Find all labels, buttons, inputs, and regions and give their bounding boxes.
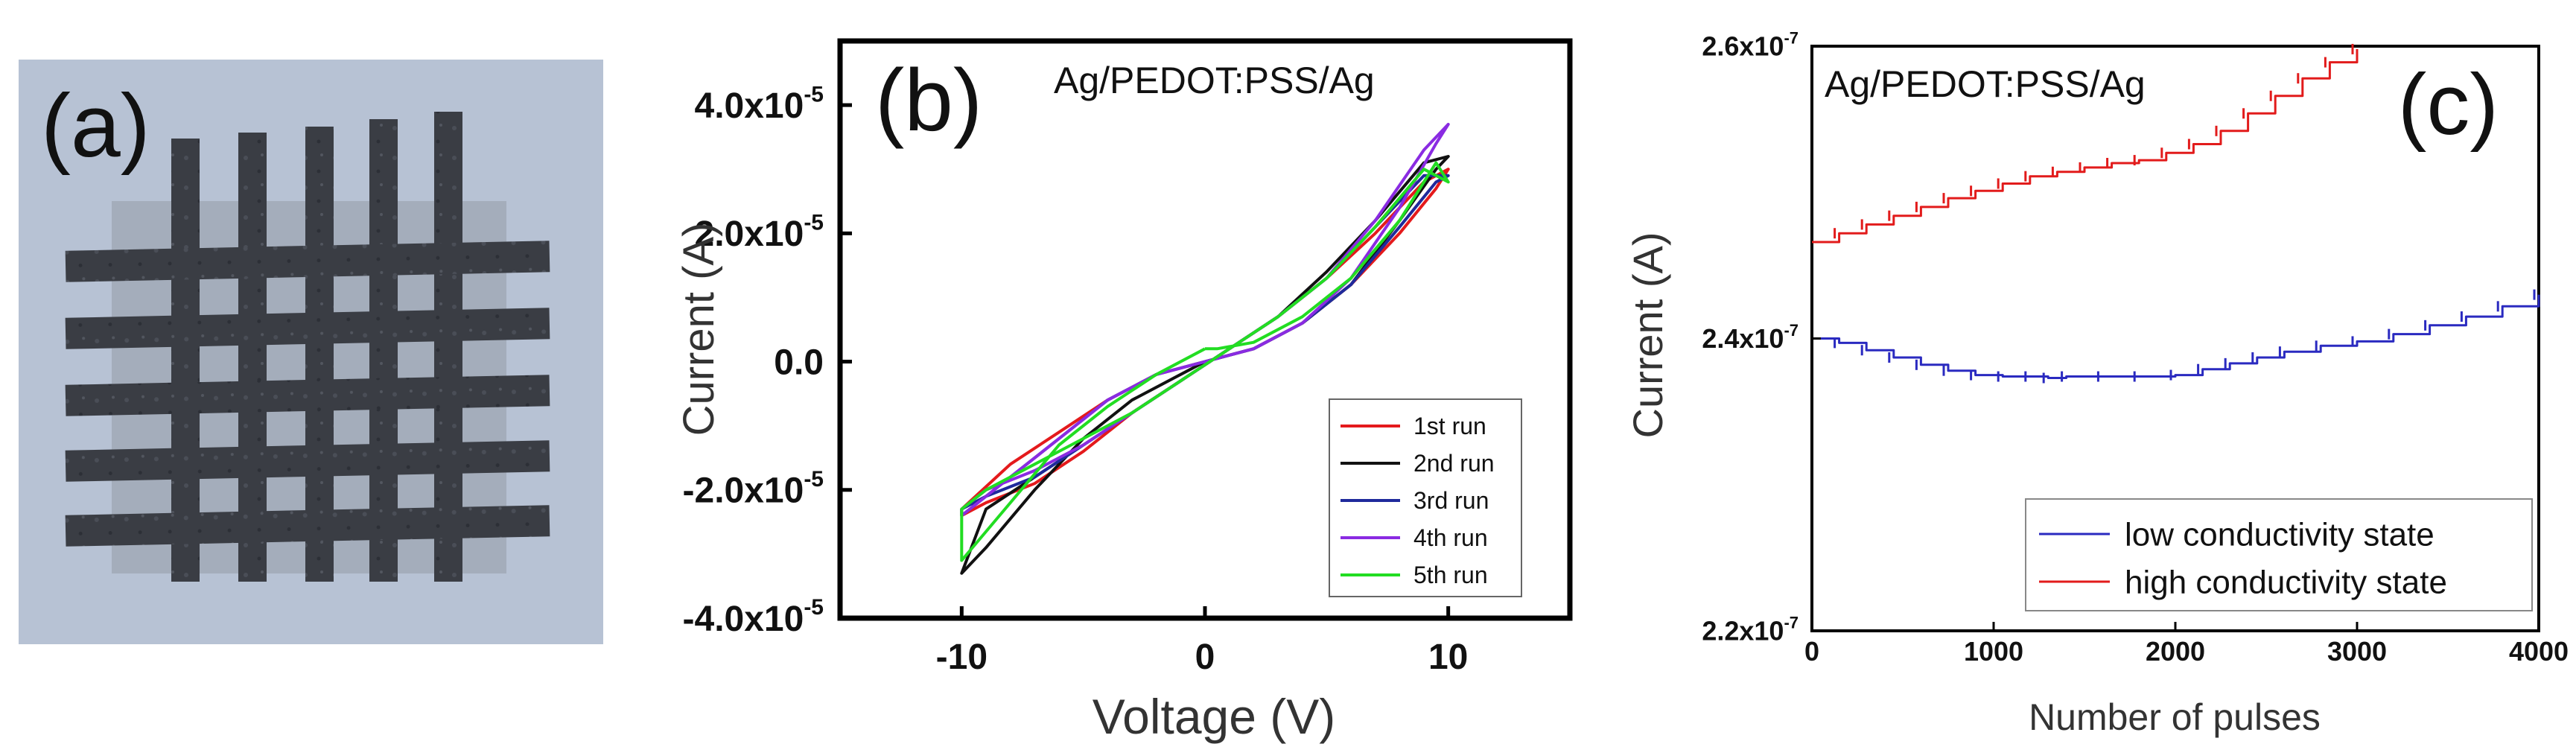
- x-tick-label: 2000: [2146, 636, 2205, 667]
- series-line-1: [1812, 294, 2540, 379]
- y-tick-label: 2.6x10-7: [1702, 28, 1799, 61]
- legend-label: 4th run: [1413, 524, 1488, 551]
- x-tick-label: 4000: [2509, 636, 2569, 667]
- legend-label: 5th run: [1413, 562, 1488, 588]
- horizontal-electrode: [65, 241, 550, 282]
- x-tick-label: -10: [936, 638, 988, 677]
- legend-label: low conductivity state: [2125, 516, 2435, 553]
- vertical-electrode: [434, 112, 462, 582]
- horizontal-electrode: [65, 375, 550, 416]
- panel-c-legend: low conductivity state high conductivity …: [2025, 498, 2533, 611]
- panel-a-label: (a): [41, 76, 150, 176]
- panel-b-y-axis-label: Current (A): [675, 223, 723, 436]
- x-tick-label: 0: [1804, 636, 1819, 667]
- crossbar-array-photo: [65, 112, 550, 582]
- x-tick-label: 3000: [2327, 636, 2387, 667]
- panel-c-y-axis-label: Current (A): [1624, 232, 1671, 439]
- horizontal-electrode: [65, 308, 550, 349]
- panel-c-chart: 0 1000 2000 3000 4000 2.2x10-7 2.4x10-7 2.6x10…: [1624, 28, 2569, 738]
- legend-label: 1st run: [1413, 413, 1486, 439]
- series-line-5: [960, 161, 1450, 562]
- panel-a: (a): [19, 60, 603, 644]
- series-line-2: [1812, 48, 2359, 244]
- x-tick-label: 10: [1428, 638, 1468, 677]
- panel-c-title: Ag/PEDOT:PSS/Ag: [1825, 63, 2146, 105]
- y-tick-label: 2.0x10-5: [695, 211, 824, 255]
- panel-c-legend-box: [2025, 498, 2533, 611]
- y-tick-label: -4.0x10-5: [683, 595, 824, 639]
- horizontal-electrode: [65, 505, 550, 547]
- panel-b-legend-box: [1329, 398, 1522, 597]
- legend-label: high conductivity state: [2125, 564, 2447, 600]
- y-tick-label: 2.2x10-7: [1702, 613, 1799, 646]
- vertical-electrode: [305, 127, 334, 582]
- panel-b-legend: 1st run 2nd run 3rd run 4th run 5th run: [1329, 398, 1522, 597]
- panel-c-label: (c): [2398, 56, 2499, 153]
- y-tick-label: 2.4x10-7: [1702, 321, 1799, 354]
- y-tick-label: -2.0x10-5: [683, 467, 824, 511]
- vertical-electrode: [171, 139, 200, 582]
- panel-b-chart: -10 0 10 -4.0x10-5 -2.0x10-5 0.0 2.0x10-5 4.0x…: [675, 38, 1573, 744]
- vertical-electrode: [238, 133, 267, 582]
- panel-b-title: Ag/PEDOT:PSS/Ag: [1054, 60, 1375, 101]
- vertical-electrode: [369, 119, 398, 582]
- legend-label: 3rd run: [1413, 487, 1489, 514]
- legend-label: 2nd run: [1413, 450, 1495, 477]
- x-tick-label: 0: [1195, 638, 1215, 677]
- panel-c-x-axis-label: Number of pulses: [2029, 696, 2321, 738]
- panel-b-label: (b): [875, 51, 982, 150]
- x-tick-label: 1000: [1964, 636, 2023, 667]
- y-tick-label: 4.0x10-5: [695, 82, 824, 126]
- panel-b-x-axis-label: Voltage (V): [1093, 689, 1336, 744]
- horizontal-electrode: [65, 440, 550, 482]
- y-tick-label: 0.0: [774, 343, 824, 382]
